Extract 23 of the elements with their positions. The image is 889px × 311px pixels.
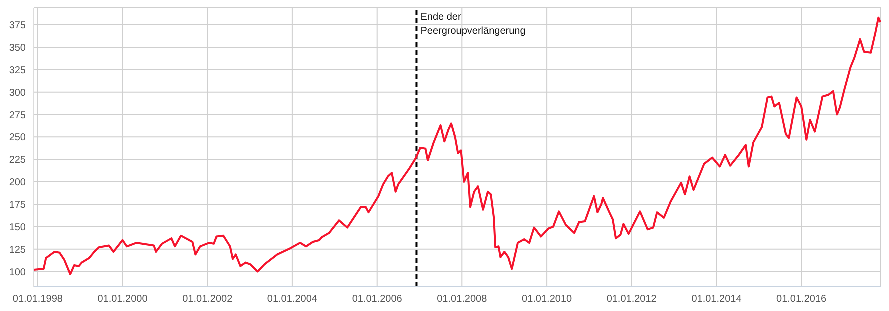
x-tick-label: 01.01.2002 — [182, 294, 234, 306]
x-tick-label: 01.01.2000 — [98, 294, 148, 306]
y-tick-label: 350 — [9, 43, 26, 54]
y-tick-label: 200 — [9, 178, 26, 189]
y-tick-label: 175 — [9, 200, 26, 212]
y-tick-label: 150 — [9, 222, 26, 234]
y-tick-label: 225 — [9, 155, 26, 166]
ref-line-label: Ende der Peergroupverlängerung — [420, 12, 526, 37]
x-tick-label: 01.01.2016 — [776, 294, 828, 306]
x-tick-label: 01.01.1998 — [12, 294, 64, 306]
y-tick-label: 325 — [9, 65, 26, 76]
y-tick-label: 300 — [9, 88, 26, 99]
y-tick-label: 100 — [9, 267, 26, 278]
x-tick-label: 01.01.2006 — [352, 294, 403, 306]
x-tick-label: 01.01.2010 — [522, 294, 573, 306]
x-tick-label: 01.01.2004 — [267, 294, 318, 306]
y-tick-label: 375 — [9, 20, 26, 32]
y-tick-label: 125 — [9, 244, 26, 256]
x-tick-label: 01.01.2014 — [692, 294, 742, 306]
x-tick-label: 01.01.2008 — [437, 294, 488, 306]
y-tick-label: 250 — [9, 132, 26, 144]
x-tick-label: 01.01.2012 — [606, 294, 658, 306]
y-tick-label: 275 — [9, 110, 26, 122]
